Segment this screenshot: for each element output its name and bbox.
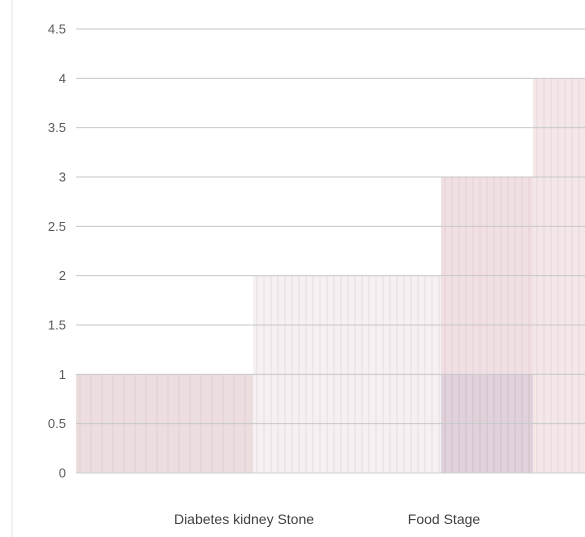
y-tick-label: 4.5 bbox=[48, 22, 66, 37]
y-tick-label: 1.5 bbox=[48, 318, 66, 333]
y-tick-label: 1 bbox=[59, 367, 66, 382]
category-label: Food Stage bbox=[408, 511, 481, 527]
y-tick-label: 2.5 bbox=[48, 219, 66, 234]
y-tick-label: 0.5 bbox=[48, 416, 66, 431]
category-label: Diabetes kidney Stone bbox=[174, 511, 314, 527]
y-tick-label: 2 bbox=[59, 268, 66, 283]
y-tick-label: 3 bbox=[59, 170, 66, 185]
y-tick-label: 4 bbox=[59, 71, 66, 86]
y-tick-label: 3.5 bbox=[48, 120, 66, 135]
y-tick-label: 0 bbox=[59, 466, 66, 481]
